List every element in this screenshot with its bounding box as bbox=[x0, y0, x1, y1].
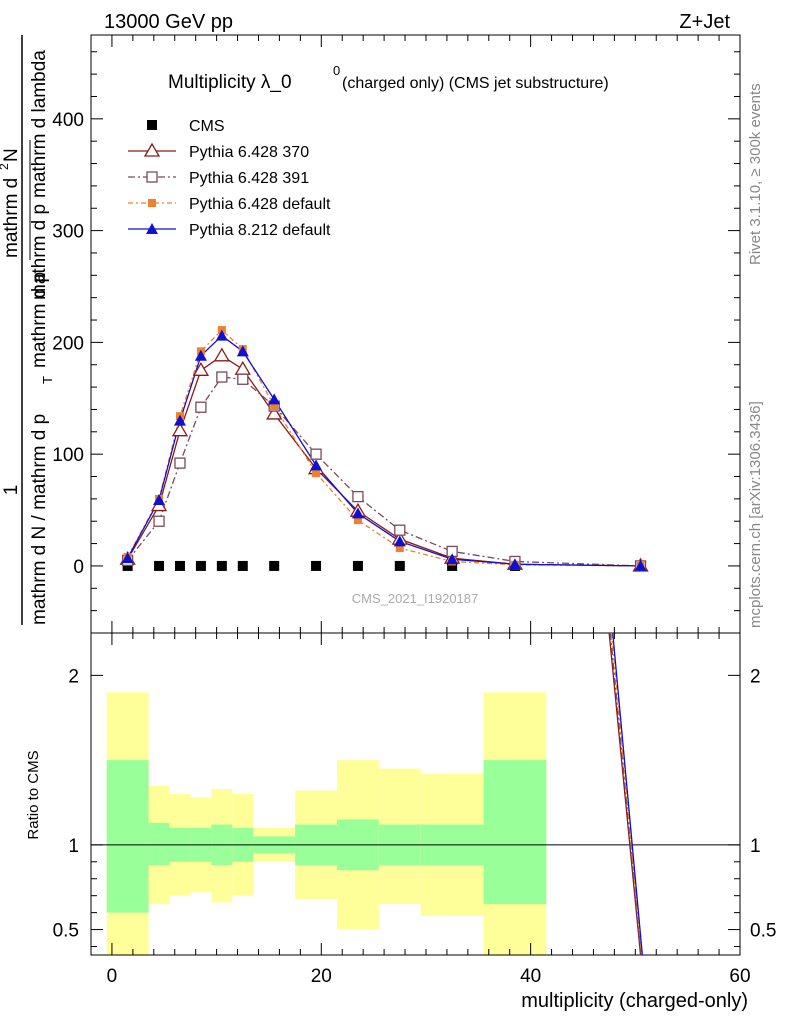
data-point-4 bbox=[173, 414, 186, 426]
ratio-y-tick-label: 0.5 bbox=[53, 921, 79, 942]
data-point-0 bbox=[154, 560, 165, 571]
legend-marker-0 bbox=[147, 120, 157, 130]
data-point-2 bbox=[237, 373, 249, 385]
data-point-2 bbox=[174, 457, 186, 469]
plot-title: Multiplicity λ_0 bbox=[168, 72, 292, 93]
data-point-4 bbox=[310, 459, 323, 471]
data-point-0 bbox=[394, 560, 405, 571]
ratio-y-tick-label: 1 bbox=[68, 836, 79, 857]
x-axis-title: multiplicity (charged-only) bbox=[521, 990, 748, 1012]
ratio-y-tick-label-right: 2 bbox=[750, 666, 761, 687]
ratio-line-2 bbox=[610, 632, 643, 956]
header-energy-label: 13000 GeV pp bbox=[104, 11, 233, 33]
data-point-0 bbox=[216, 560, 227, 571]
plot-title-superscript: 0 bbox=[333, 63, 340, 78]
legend-label-2: Pythia 6.428 391 bbox=[189, 170, 309, 187]
header-process-label: Z+Jet bbox=[679, 11, 730, 33]
ratio-y-tick-label: 2 bbox=[68, 666, 79, 687]
y-tick-label: 200 bbox=[52, 333, 84, 354]
data-point-0 bbox=[195, 560, 206, 571]
data-point-1 bbox=[213, 347, 230, 362]
y-axis-title-frac-bottom: mathrm d p bbox=[29, 204, 50, 300]
legend-marker-4 bbox=[146, 223, 158, 234]
data-point-0 bbox=[311, 560, 322, 571]
x-tick-label: 40 bbox=[520, 966, 541, 987]
data-point-4 bbox=[121, 552, 134, 564]
ratio-band-inner bbox=[106, 760, 149, 913]
y-tick-label: 0 bbox=[73, 557, 84, 578]
y-tick-label: 100 bbox=[52, 445, 84, 466]
data-point-4 bbox=[446, 553, 459, 565]
ratio-band-inner bbox=[148, 822, 170, 866]
data-point-2 bbox=[310, 448, 322, 460]
y-axis-title-frac-top: mathrm d bbox=[1, 178, 22, 258]
ratio-axis-title: Ratio to CMS bbox=[25, 750, 42, 839]
data-point-1 bbox=[234, 360, 251, 375]
ratio-line-3 bbox=[612, 632, 644, 956]
data-point-4 bbox=[634, 559, 647, 571]
ratio-line-1 bbox=[609, 632, 642, 956]
data-point-3 bbox=[395, 544, 404, 553]
y-axis-title-frac-bottom2: mathrm d lambda bbox=[29, 50, 50, 198]
x-tick-label: 60 bbox=[729, 966, 750, 987]
data-point-2 bbox=[153, 515, 165, 527]
y-axis-title-denominator: mathrm d N / mathrm d p bbox=[29, 414, 50, 625]
data-point-1 bbox=[266, 405, 283, 420]
data-point-4 bbox=[393, 535, 406, 547]
legend-marker-2 bbox=[146, 171, 158, 183]
data-point-4 bbox=[215, 329, 228, 341]
mcplots-info-label: mcplots.cern.ch [arXiv:1306.3436] bbox=[747, 401, 764, 628]
legend-marker-1 bbox=[143, 142, 161, 157]
data-point-4 bbox=[236, 345, 249, 357]
data-point-1 bbox=[171, 422, 189, 437]
data-point-3 bbox=[270, 402, 279, 411]
data-point-4 bbox=[351, 507, 364, 519]
legend-label-3: Pythia 6.428 default bbox=[189, 196, 331, 213]
data-point-1 bbox=[192, 362, 210, 376]
data-point-3 bbox=[312, 469, 321, 478]
series-line-1 bbox=[127, 355, 641, 567]
data-point-0 bbox=[269, 560, 280, 571]
x-tick-label: 20 bbox=[311, 966, 332, 987]
data-point-2 bbox=[394, 524, 406, 536]
plot-title-suffix: (charged only) (CMS jet substructure) bbox=[342, 75, 609, 92]
ratio-plot-frame bbox=[90, 632, 741, 956]
y-tick-label: 400 bbox=[52, 110, 84, 131]
y-tick-label: 300 bbox=[52, 222, 84, 243]
y-axis-title-frac-top2: N bbox=[1, 148, 22, 162]
legend-marker-3 bbox=[148, 199, 156, 207]
y-axis-title-numerator: 1 bbox=[1, 485, 22, 496]
data-point-2 bbox=[216, 371, 228, 383]
data-point-4 bbox=[268, 393, 281, 405]
x-tick-label: 0 bbox=[107, 966, 118, 987]
y-axis-title-frac-top-sup: 2 bbox=[0, 163, 11, 170]
data-point-2 bbox=[195, 401, 207, 413]
ratio-y-tick-label-right: 0.5 bbox=[750, 921, 776, 942]
data-point-0 bbox=[174, 560, 185, 571]
y-axis-title-denominator-sub: T bbox=[40, 376, 55, 384]
ratio-band-inner bbox=[483, 760, 547, 905]
data-point-3 bbox=[353, 516, 362, 525]
legend-label-1: Pythia 6.428 370 bbox=[189, 144, 309, 161]
data-point-0 bbox=[447, 560, 458, 571]
data-point-2 bbox=[352, 490, 364, 503]
data-point-4 bbox=[508, 558, 521, 570]
data-point-0 bbox=[352, 560, 363, 571]
ratio-y-tick-label-right: 1 bbox=[750, 836, 761, 857]
legend-label-0: CMS bbox=[189, 118, 225, 135]
analysis-watermark: CMS_2021_I1920187 bbox=[352, 591, 479, 606]
y-axis-title-denominator-rest: mathrm d p bbox=[29, 272, 50, 368]
data-point-0 bbox=[237, 560, 248, 571]
data-point-4 bbox=[153, 493, 166, 505]
data-point-4 bbox=[194, 349, 207, 361]
legend-label-4: Pythia 8.212 default bbox=[189, 222, 331, 239]
ratio-line-0 bbox=[608, 632, 642, 956]
rivet-info-label: Rivet 3.1.10, ≥ 300k events bbox=[747, 83, 764, 265]
